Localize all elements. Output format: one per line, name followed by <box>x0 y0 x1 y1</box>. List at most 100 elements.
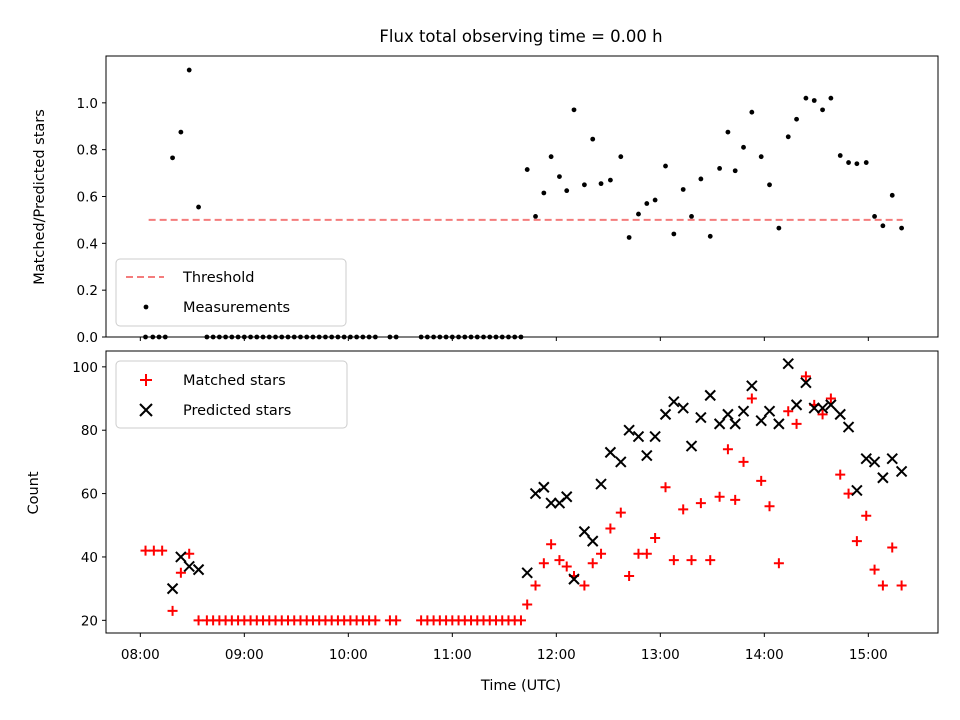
measurement-point <box>846 160 851 165</box>
measurement-point <box>456 334 461 340</box>
measurement-point <box>803 95 809 101</box>
bottom-y-tick-label: 60 <box>81 487 98 503</box>
x-tick-label: 15:00 <box>849 647 888 663</box>
predicted-star-marker <box>842 421 855 433</box>
measurement-point <box>741 144 746 150</box>
bottom-y-tick-label: 20 <box>81 613 98 629</box>
predicted-star-marker <box>895 465 908 478</box>
top-y-tick-label: 0.0 <box>77 330 98 346</box>
matched-star-marker <box>596 548 607 559</box>
matched-star-marker <box>764 501 775 512</box>
predicted-star-marker <box>677 402 689 414</box>
matched-star-marker <box>835 469 846 480</box>
measurement-point <box>279 334 285 340</box>
measurement-point <box>564 188 570 194</box>
measurement-point <box>854 161 860 167</box>
matched-star-marker <box>756 475 767 486</box>
predicted-star-marker <box>568 573 580 585</box>
top-legend: Threshold Measurements <box>115 258 347 327</box>
predicted-star-marker <box>704 389 716 402</box>
measurement-point <box>533 214 538 219</box>
measurement-point <box>170 155 175 161</box>
measurement-point <box>156 334 162 340</box>
measurement-point <box>758 154 764 160</box>
measurement-point <box>304 334 310 340</box>
measurement-point <box>178 129 184 135</box>
predicted-star-marker <box>851 484 863 497</box>
x-tick-label: 13:00 <box>641 647 680 663</box>
top-y-tick-label: 0.4 <box>77 236 98 252</box>
measurement-point <box>636 211 641 217</box>
matched-star-marker <box>605 523 616 534</box>
measurement-point <box>767 182 772 188</box>
bottom-legend: Matched stars Predicted stars <box>115 360 348 429</box>
measurement-point <box>487 334 493 340</box>
measurement-point <box>880 223 886 229</box>
measurement-point <box>260 334 266 340</box>
matched-star-marker <box>843 488 854 499</box>
predicted-star-marker <box>659 408 672 421</box>
measurement-point <box>590 136 596 142</box>
measurement-point <box>241 334 247 340</box>
top-y-tick-label: 0.8 <box>77 143 98 159</box>
measurement-point <box>725 129 731 135</box>
predicted-star-marker <box>877 472 889 484</box>
measurement-point <box>341 334 347 340</box>
predicted-star-marker <box>175 551 187 563</box>
bottom-panel: 20 40 60 80 100 08:00 09:00 10:00 11:00 12:00 13:… <box>26 350 939 694</box>
measurement-point <box>524 167 530 172</box>
predicted-star-marker <box>808 402 820 414</box>
bottom-y-axis: 20 40 60 80 100 <box>72 360 106 629</box>
matched-star-marker <box>800 371 811 382</box>
measurement-point <box>354 334 360 340</box>
predicted-star-marker <box>529 487 542 500</box>
measurement-point <box>541 190 547 196</box>
measurement-point <box>548 154 554 160</box>
measurement-point <box>204 334 210 340</box>
bottom-y-tick-label: 40 <box>81 550 98 566</box>
bottom-y-tick-label: 80 <box>81 423 98 439</box>
measurement-point <box>162 334 168 340</box>
measurement-point <box>707 233 713 239</box>
predicted-star-marker <box>860 453 872 465</box>
measurement-point <box>663 163 668 169</box>
matched-star-marker <box>695 498 706 509</box>
measurement-point <box>499 334 505 340</box>
predicted-star-marker <box>755 415 767 427</box>
legend-measurements-label: Measurements <box>183 300 290 316</box>
predicted-star-marker <box>713 418 726 430</box>
measurement-point <box>143 334 148 340</box>
measurement-point <box>889 192 895 198</box>
measurement-point <box>608 177 613 183</box>
measurement-point <box>235 334 241 340</box>
measurement-point <box>598 181 604 187</box>
measurement-point <box>323 334 328 340</box>
measurement-point <box>291 334 297 340</box>
measurement-point <box>229 334 235 340</box>
top-panel: 0.0 0.2 0.4 0.6 0.8 1.0 Matched/Predicted sta… <box>32 55 939 346</box>
matched-star-marker <box>391 615 402 626</box>
top-y-axis: 0.0 0.2 0.4 0.6 0.8 1.0 <box>77 96 106 346</box>
predicted-star-marker <box>668 395 680 408</box>
predicted-star-marker <box>649 430 661 443</box>
measurement-point <box>652 197 658 203</box>
matched-star-marker <box>515 615 526 626</box>
measurement-point <box>468 334 474 340</box>
measurement-point <box>732 168 738 174</box>
predicted-star-marker <box>782 357 794 370</box>
matched-star-marker <box>554 555 565 566</box>
predicted-star-marker <box>722 408 734 421</box>
matched-star-marker <box>825 393 836 404</box>
legend-predicted-label: Predicted stars <box>183 403 291 419</box>
matched-star-marker <box>869 564 880 575</box>
measurement-point <box>506 334 511 340</box>
measurement-point <box>671 231 677 237</box>
predicted-star-marker <box>578 525 591 538</box>
matched-star-marker <box>783 406 794 417</box>
bottom-x-axis: 08:00 09:00 10:00 11:00 12:00 13:00 14:00 15:00 <box>121 633 888 663</box>
measurement-point <box>493 334 499 340</box>
bottom-y-axis-label: Count <box>26 471 42 514</box>
matched-star-marker <box>641 548 652 559</box>
predicted-star-marker <box>595 478 607 490</box>
